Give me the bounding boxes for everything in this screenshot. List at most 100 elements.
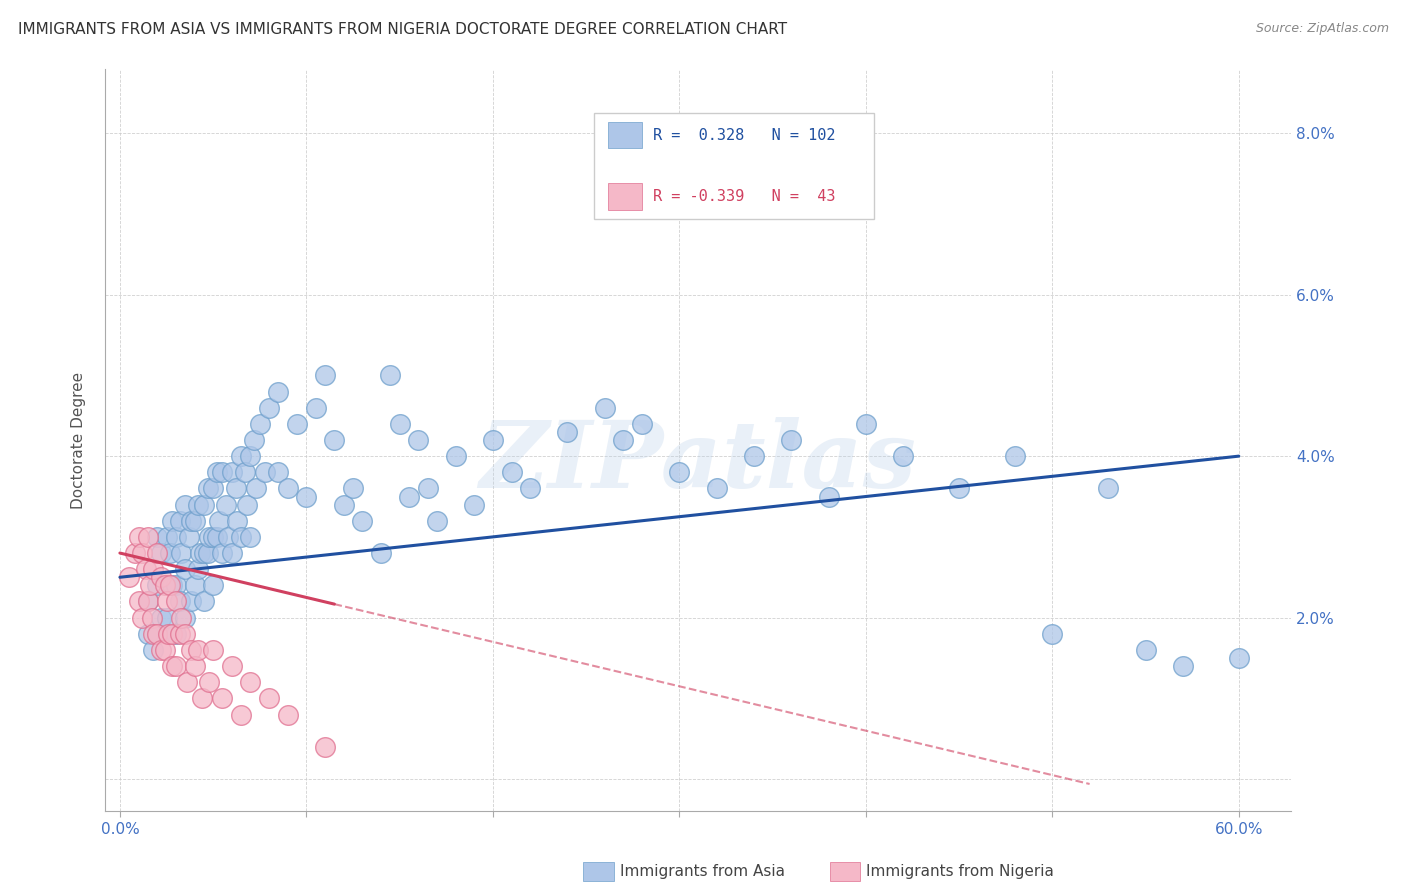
Point	[215, 498, 238, 512]
Point	[149, 546, 172, 560]
Point	[146, 546, 169, 560]
Point	[193, 546, 215, 560]
Point	[817, 490, 839, 504]
Point	[202, 643, 225, 657]
Point	[501, 465, 523, 479]
Point	[124, 546, 146, 560]
Point	[198, 675, 221, 690]
Point	[191, 691, 214, 706]
Y-axis label: Doctorate Degree: Doctorate Degree	[72, 371, 86, 508]
Point	[128, 530, 150, 544]
Point	[149, 570, 172, 584]
Point	[463, 498, 485, 512]
Point	[519, 482, 541, 496]
Point	[149, 610, 172, 624]
Point	[136, 594, 159, 608]
Point	[226, 514, 249, 528]
Point	[229, 530, 252, 544]
Point	[267, 384, 290, 399]
Point	[257, 691, 280, 706]
Point	[323, 433, 346, 447]
Point	[131, 546, 153, 560]
Point	[229, 707, 252, 722]
Point	[239, 675, 262, 690]
Point	[157, 627, 180, 641]
Point	[146, 627, 169, 641]
Text: ZIPatlas: ZIPatlas	[479, 417, 917, 508]
Point	[239, 449, 262, 463]
Point	[229, 449, 252, 463]
Point	[180, 514, 202, 528]
Point	[1227, 651, 1250, 665]
Text: R =  0.328   N = 102: R = 0.328 N = 102	[654, 128, 837, 143]
Point	[160, 578, 183, 592]
Point	[221, 659, 243, 673]
Point	[891, 449, 914, 463]
Point	[243, 433, 266, 447]
Point	[187, 498, 209, 512]
Point	[160, 514, 183, 528]
Point	[593, 401, 616, 415]
Point	[193, 594, 215, 608]
Point	[202, 578, 225, 592]
Point	[202, 530, 225, 544]
Point	[217, 530, 239, 544]
Point	[183, 578, 205, 592]
Point	[285, 417, 308, 431]
Point	[146, 578, 169, 592]
Point	[146, 530, 169, 544]
Point	[257, 401, 280, 415]
Point	[149, 643, 172, 657]
Point	[142, 627, 165, 641]
Point	[174, 498, 197, 512]
Point	[205, 465, 228, 479]
Point	[170, 546, 193, 560]
Point	[225, 482, 247, 496]
Text: Immigrants from Nigeria: Immigrants from Nigeria	[866, 864, 1054, 879]
Point	[444, 449, 467, 463]
Point	[160, 659, 183, 673]
Point	[380, 368, 402, 383]
Point	[169, 594, 191, 608]
Point	[706, 482, 728, 496]
Point	[202, 482, 225, 496]
Point	[221, 546, 243, 560]
Point	[1097, 482, 1119, 496]
Point	[416, 482, 439, 496]
Point	[197, 546, 219, 560]
Point	[305, 401, 328, 415]
Point	[146, 627, 169, 641]
Point	[197, 482, 219, 496]
Point	[155, 594, 177, 608]
Point	[668, 465, 690, 479]
Point	[155, 610, 177, 624]
Point	[118, 570, 141, 584]
Point	[426, 514, 449, 528]
Point	[314, 368, 336, 383]
Point	[295, 490, 318, 504]
Point	[183, 659, 205, 673]
Point	[136, 627, 159, 641]
Point	[254, 465, 277, 479]
Point	[169, 514, 191, 528]
Point	[205, 530, 228, 544]
Text: IMMIGRANTS FROM ASIA VS IMMIGRANTS FROM NIGERIA DOCTORATE DEGREE CORRELATION CHA: IMMIGRANTS FROM ASIA VS IMMIGRANTS FROM …	[18, 22, 787, 37]
Point	[165, 627, 187, 641]
Point	[142, 643, 165, 657]
Point	[314, 739, 336, 754]
Point	[153, 643, 176, 657]
Point	[342, 482, 364, 496]
Point	[235, 498, 257, 512]
Point	[482, 433, 505, 447]
Point	[142, 562, 165, 576]
Point	[1135, 643, 1157, 657]
Point	[188, 546, 211, 560]
Point	[155, 530, 177, 544]
Point	[557, 425, 579, 439]
Point	[398, 490, 420, 504]
Point	[208, 514, 231, 528]
Text: Immigrants from Asia: Immigrants from Asia	[620, 864, 785, 879]
Point	[780, 433, 803, 447]
Point	[139, 578, 162, 592]
Point	[160, 627, 183, 641]
